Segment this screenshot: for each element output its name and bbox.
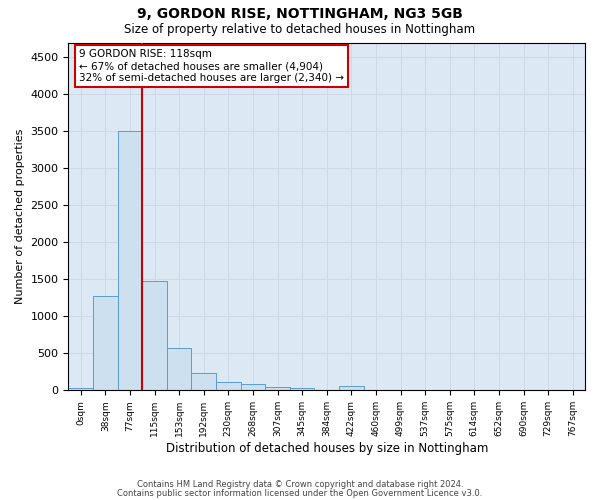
Bar: [93, 296, 118, 390]
Bar: [167, 348, 191, 391]
Text: 9, GORDON RISE, NOTTINGHAM, NG3 5GB: 9, GORDON RISE, NOTTINGHAM, NG3 5GB: [137, 8, 463, 22]
Bar: [118, 132, 142, 390]
Bar: [216, 382, 241, 390]
Bar: [339, 386, 364, 390]
Bar: [290, 388, 314, 390]
Y-axis label: Number of detached properties: Number of detached properties: [15, 128, 25, 304]
Bar: [68, 388, 93, 390]
Bar: [191, 372, 216, 390]
Bar: [142, 281, 167, 390]
X-axis label: Distribution of detached houses by size in Nottingham: Distribution of detached houses by size …: [166, 442, 488, 455]
Text: Size of property relative to detached houses in Nottingham: Size of property relative to detached ho…: [124, 22, 476, 36]
Bar: [241, 384, 265, 390]
Text: Contains public sector information licensed under the Open Government Licence v3: Contains public sector information licen…: [118, 488, 482, 498]
Text: 9 GORDON RISE: 118sqm
← 67% of detached houses are smaller (4,904)
32% of semi-d: 9 GORDON RISE: 118sqm ← 67% of detached …: [79, 50, 344, 82]
Text: Contains HM Land Registry data © Crown copyright and database right 2024.: Contains HM Land Registry data © Crown c…: [137, 480, 463, 489]
Bar: [265, 386, 290, 390]
